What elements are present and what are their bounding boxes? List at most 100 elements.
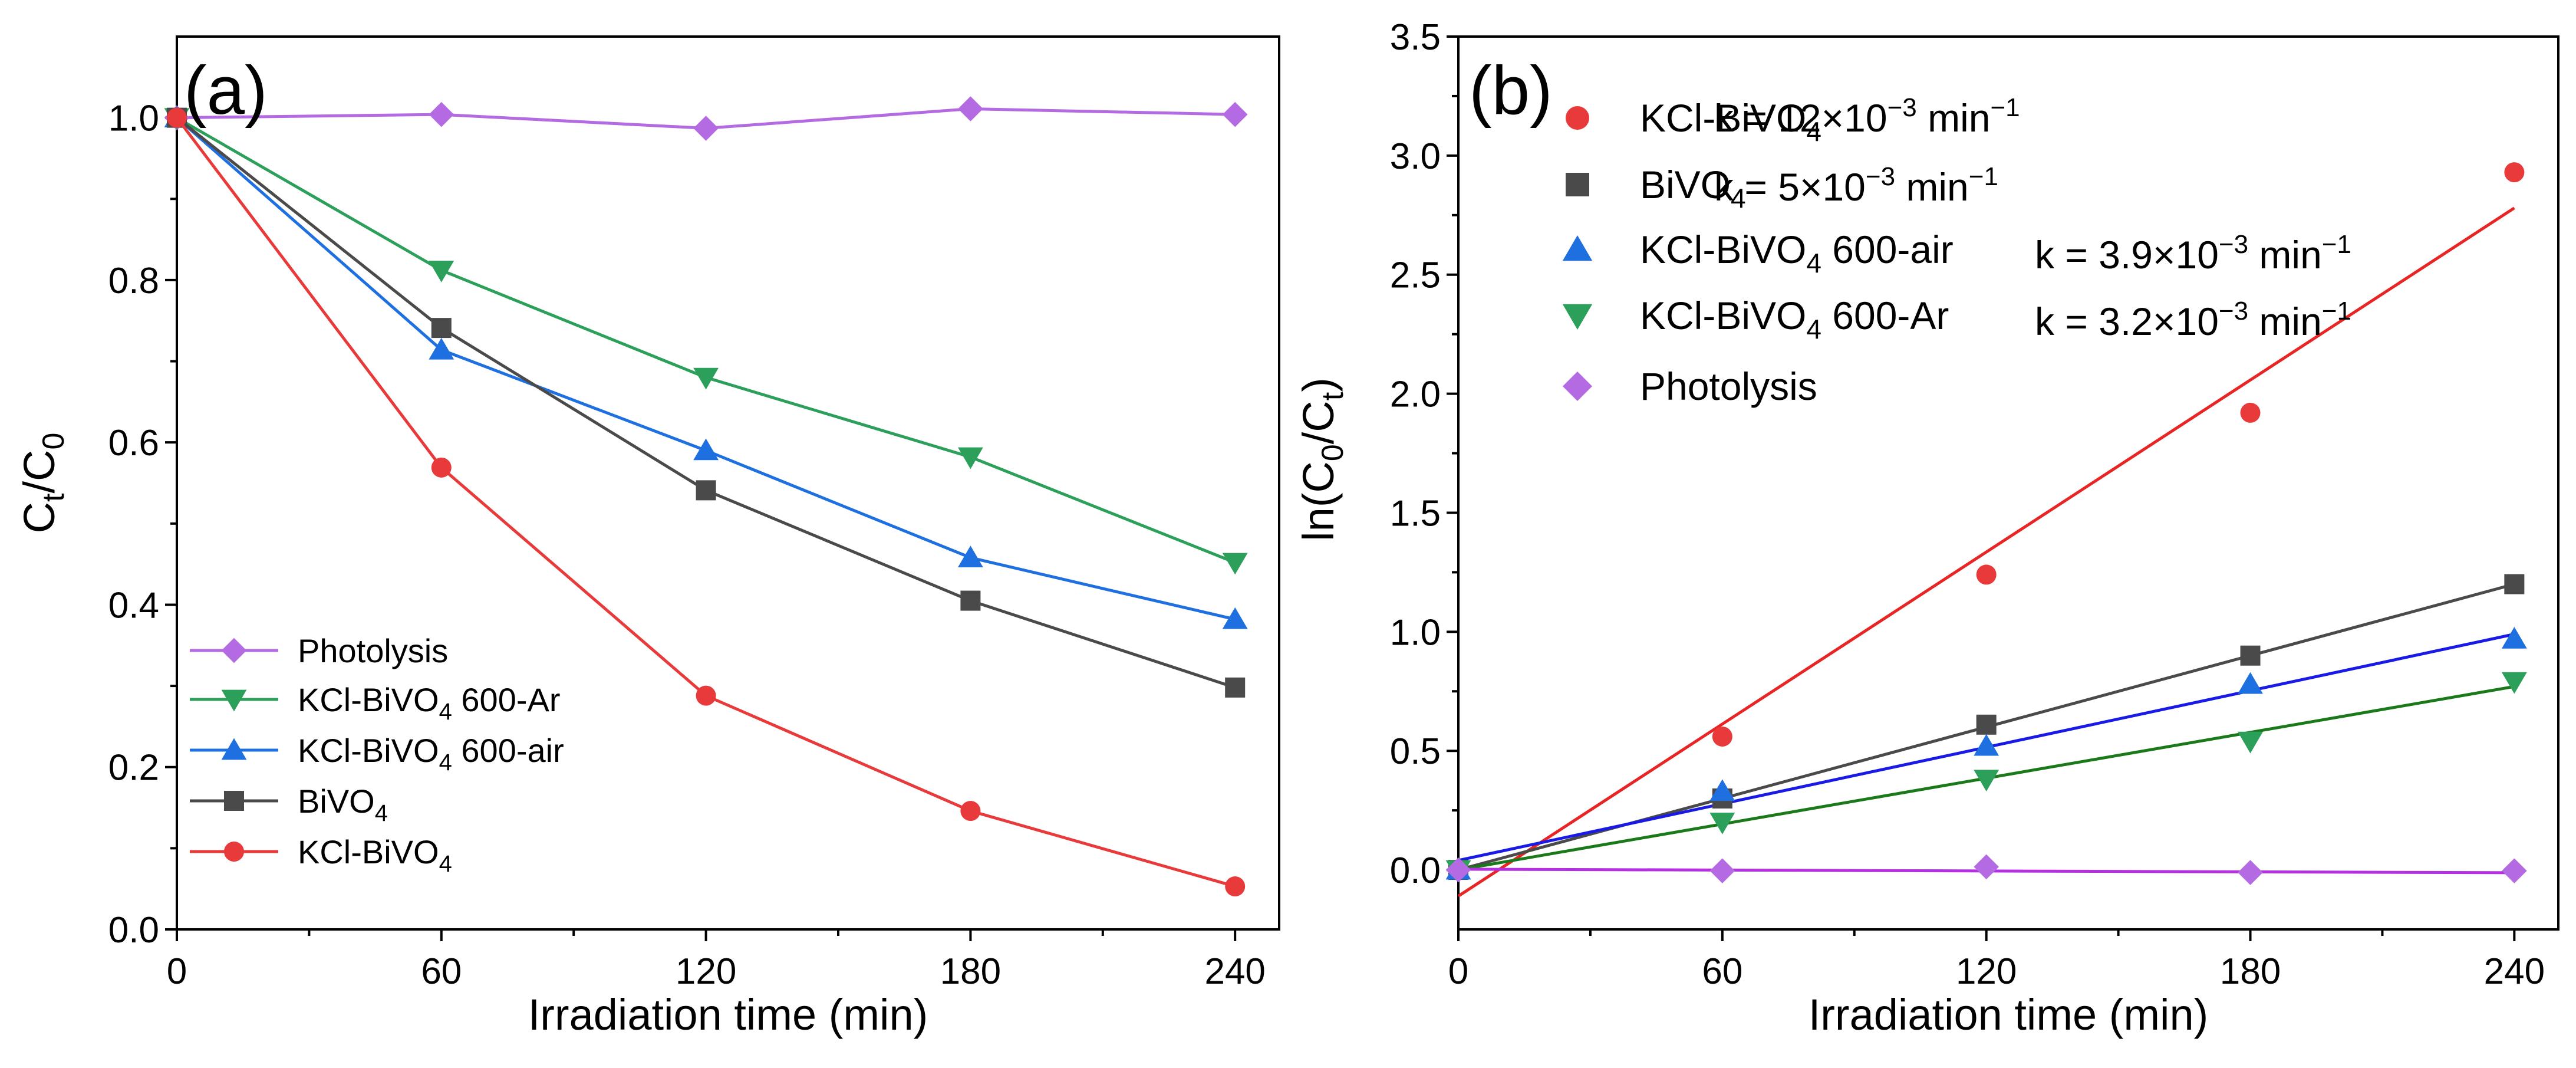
legend-item: KCl-BiVO4 600-air k = 3.9×10−3 min−1 [1562, 228, 2351, 278]
data-point [957, 447, 983, 469]
x-tick-label: 180 [2220, 951, 2281, 992]
y-tick-label: 1.0 [1390, 612, 1441, 653]
legend-item: KCl-BiVO4 600-Ar [190, 681, 560, 725]
legend-label-main: KCl-BiVO [298, 681, 439, 718]
y-tick-label: 3.5 [1390, 17, 1441, 58]
rate-constant-text: k = 3.9×10 [2035, 233, 2219, 277]
data-point [958, 96, 983, 121]
y-axis-title-main: C [15, 502, 64, 533]
legend-label-sub: 4 [1806, 116, 1821, 147]
legend-label-main: Photolysis [1640, 364, 1817, 408]
legend-label-tail: 600-air [1821, 228, 1954, 271]
data-point [2504, 162, 2525, 183]
legend-marker [1563, 372, 1592, 401]
data-point [431, 457, 452, 478]
rate-constant-text: k = 12×10 [1714, 96, 1887, 140]
legend-item: Photolysis [1563, 364, 1817, 408]
legend-marker [1562, 235, 1593, 261]
panel-b: 0 60 120 180 240 0.0 0.5 1.0 1.5 2.0 2.5 3.0 3.5 Irra… [1294, 17, 2559, 1039]
data-point [1222, 607, 1248, 629]
legend-label-sub: 4 [375, 800, 388, 826]
y-tick-label: 3.0 [1390, 136, 1441, 177]
legend-label-sub: 4 [1731, 183, 1746, 213]
data-point [1974, 734, 1999, 756]
rate-constant-label: k = 5×10−3 min−1 [1714, 162, 1998, 209]
rate-constant-text: k = 5×10 [1714, 165, 1866, 209]
legend-label-sub: 4 [439, 851, 452, 877]
y-axis-title: ln(C0/Ct) [1294, 377, 1350, 541]
x-tick-label: 240 [2484, 951, 2545, 992]
legend-marker [224, 842, 244, 862]
data-point [1976, 714, 1997, 735]
y-axis-title-post: ) [1294, 377, 1343, 392]
legend-marker [1566, 106, 1589, 130]
rate-constant-label: k = 3.2×10−3 min−1 [2035, 297, 2351, 343]
y-axis-title-sep: /C [15, 450, 64, 494]
data-point [431, 318, 452, 339]
data-point [1445, 857, 1471, 883]
y-axis-title-pre: ln(C [1294, 461, 1343, 541]
series-line [176, 117, 1236, 888]
rate-constant-exp: −3 [1887, 93, 1917, 122]
data-point [429, 101, 454, 127]
x-tick-label: 0 [167, 951, 187, 992]
legend-label-tail: 600-Ar [1821, 294, 1949, 337]
data-point [1709, 779, 1735, 801]
legend-label-sub: 4 [439, 750, 452, 775]
data-point [1974, 854, 1999, 880]
x-tick-label: 240 [1204, 951, 1265, 992]
x-axis-title: Irradiation time (min) [528, 990, 928, 1039]
legend-item: KCl-BiVO4 600-air [190, 732, 564, 775]
legend-marker [1562, 304, 1593, 330]
rate-constant-unit-exp: −1 [1969, 162, 1998, 191]
rate-constant-exp: −3 [2219, 230, 2248, 259]
legend-label: KCl-BiVO4 600-air [1640, 228, 1954, 278]
data-point [693, 438, 719, 461]
x-tick-label: 120 [676, 951, 736, 992]
panel-label: (b) [1469, 52, 1553, 129]
data-point [2238, 731, 2263, 754]
series-1 [1448, 574, 2525, 880]
y-tick-label: 0.0 [1390, 850, 1441, 891]
series-1 [164, 108, 1248, 575]
series-3 [1445, 672, 2527, 882]
fit-line [1457, 206, 2515, 898]
data-point [1225, 876, 1246, 897]
legend-label: KCl-BiVO4 600-Ar [1640, 294, 1949, 344]
legend-item: KCl-BiVO4 [190, 833, 452, 877]
legend-label: BiVO4 [1640, 163, 1746, 213]
y-tick-label: 0.2 [108, 748, 159, 788]
rate-constant-unit-exp: −1 [2322, 230, 2351, 259]
rate-constant-unit-exp: −1 [1990, 93, 2020, 122]
y-tick-label: 1.5 [1390, 493, 1441, 534]
data-point [1712, 726, 1732, 747]
legend-label-sub: 4 [1806, 314, 1821, 344]
rate-constant-text: k = 3.2×10 [2035, 300, 2219, 343]
data-point [957, 545, 983, 567]
legend-marker [221, 738, 247, 760]
legend-marker [221, 637, 247, 663]
data-point [1222, 553, 1248, 575]
y-tick-label: 0.5 [1390, 731, 1441, 772]
data-point [1222, 101, 1248, 127]
y-axis-title-sub: 0 [37, 433, 71, 450]
data-point [2238, 672, 2263, 694]
series-3 [167, 107, 1246, 698]
legend-label: KCl-BiVO4 600-Ar [298, 681, 560, 725]
y-tick-label: 0.6 [108, 423, 159, 464]
data-point [960, 590, 981, 611]
data-point [2238, 860, 2263, 885]
x-tick-label: 60 [1702, 951, 1742, 992]
y-tick-label: 2.5 [1390, 255, 1441, 296]
legend-item: KCl-BiVO4 600-Ar k = 3.2×10−3 min−1 [1562, 294, 2351, 344]
y-axis-title: Ct/C0 [15, 433, 71, 534]
series-4 [1445, 854, 2527, 885]
data-point [1976, 564, 1997, 585]
data-point [2502, 858, 2527, 883]
legend-marker [224, 791, 244, 811]
data-point [429, 261, 454, 282]
x-tick-label: 180 [940, 951, 1001, 992]
legend-label-main: Photolysis [298, 632, 448, 669]
series-2 [164, 106, 1248, 629]
